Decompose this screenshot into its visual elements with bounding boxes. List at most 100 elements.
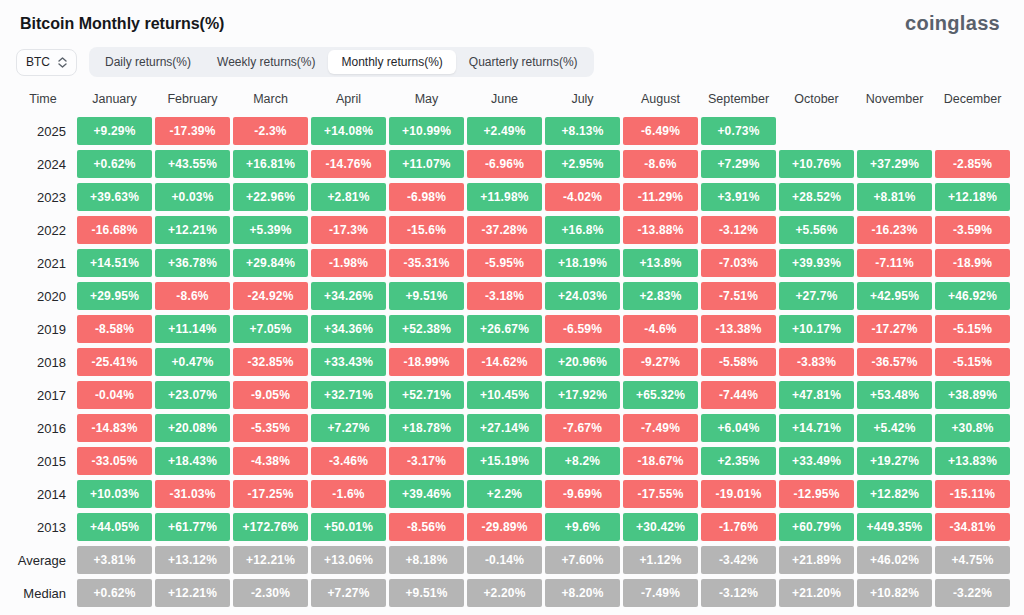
return-cell: -2.30% — [233, 579, 308, 607]
return-cell: +14.51% — [77, 249, 152, 277]
return-cell: +8.20% — [545, 579, 620, 607]
return-cell: +29.95% — [77, 282, 152, 310]
return-cell: -15.6% — [389, 216, 464, 244]
year-row-label: 2018 — [12, 348, 74, 376]
year-row-label: 2021 — [12, 249, 74, 277]
return-cell: +13.8% — [623, 249, 698, 277]
return-cell: -17.39% — [155, 117, 230, 145]
return-cell: +0.03% — [155, 183, 230, 211]
return-cell: -25.41% — [77, 348, 152, 376]
return-cell: -7.11% — [857, 249, 932, 277]
return-cell: +30.8% — [935, 414, 1010, 442]
return-cell: +65.32% — [623, 381, 698, 409]
return-cell: -1.98% — [311, 249, 386, 277]
return-cell: -13.88% — [623, 216, 698, 244]
return-cell: -12.95% — [779, 480, 854, 508]
return-cell: -6.49% — [623, 117, 698, 145]
year-row-label: 2016 — [12, 414, 74, 442]
return-cell: -4.02% — [545, 183, 620, 211]
return-cell: -11.29% — [623, 183, 698, 211]
return-cell: -0.04% — [77, 381, 152, 409]
return-cell: +22.96% — [233, 183, 308, 211]
year-row-label: 2020 — [12, 282, 74, 310]
return-cell: +12.21% — [155, 579, 230, 607]
return-cell: +10.17% — [779, 315, 854, 343]
col-header-month: April — [311, 85, 386, 112]
return-cell: +9.6% — [545, 513, 620, 541]
return-cell: +2.81% — [311, 183, 386, 211]
year-row-label: 2025 — [12, 117, 74, 145]
return-cell: +39.46% — [389, 480, 464, 508]
year-row-label: 2014 — [12, 480, 74, 508]
return-cell: -6.96% — [467, 150, 542, 178]
return-cell: +11.98% — [467, 183, 542, 211]
return-cell: -24.92% — [233, 282, 308, 310]
return-cell: +39.63% — [77, 183, 152, 211]
return-cell: -3.83% — [779, 348, 854, 376]
empty-cell — [857, 117, 932, 145]
return-cell: +2.49% — [467, 117, 542, 145]
return-cell: +26.67% — [467, 315, 542, 343]
col-header-month: March — [233, 85, 308, 112]
return-cell: +4.75% — [935, 546, 1010, 574]
coin-selector-value: BTC — [26, 55, 50, 69]
return-cell: +10.03% — [77, 480, 152, 508]
return-cell: +13.12% — [155, 546, 230, 574]
return-cell: +18.43% — [155, 447, 230, 475]
year-row-label: 2017 — [12, 381, 74, 409]
return-cell: -33.05% — [77, 447, 152, 475]
return-cell: +2.83% — [623, 282, 698, 310]
return-cell: +27.7% — [779, 282, 854, 310]
return-cell: +21.20% — [779, 579, 854, 607]
tab-weekly[interactable]: Weekly returns(%) — [204, 50, 328, 74]
return-cell: +13.83% — [935, 447, 1010, 475]
return-cell: -15.11% — [935, 480, 1010, 508]
tab-daily[interactable]: Daily returns(%) — [92, 50, 204, 74]
return-cell: -14.62% — [467, 348, 542, 376]
return-cell: +9.51% — [389, 579, 464, 607]
return-cell: +0.73% — [701, 117, 776, 145]
return-cell: +32.71% — [311, 381, 386, 409]
return-cell: +3.91% — [701, 183, 776, 211]
return-cell: +1.12% — [623, 546, 698, 574]
tab-quarterly[interactable]: Quarterly returns(%) — [456, 50, 591, 74]
return-cell: +2.95% — [545, 150, 620, 178]
return-cell: +16.81% — [233, 150, 308, 178]
return-cell: -5.58% — [701, 348, 776, 376]
coin-selector-dropdown[interactable]: BTC — [16, 49, 77, 76]
return-cell: +11.07% — [389, 150, 464, 178]
return-cell: +12.18% — [935, 183, 1010, 211]
return-cell: -3.18% — [467, 282, 542, 310]
return-cell: -1.76% — [701, 513, 776, 541]
return-cell: +34.36% — [311, 315, 386, 343]
return-cell: -36.57% — [857, 348, 932, 376]
return-cell: -29.89% — [467, 513, 542, 541]
col-header-month: October — [779, 85, 854, 112]
return-cell: -32.85% — [233, 348, 308, 376]
tab-monthly[interactable]: Monthly returns(%) — [328, 50, 455, 74]
return-cell: +14.08% — [311, 117, 386, 145]
return-cell: -3.17% — [389, 447, 464, 475]
return-cell: +12.21% — [155, 216, 230, 244]
chevron-up-down-icon — [58, 57, 67, 68]
year-row-label: 2024 — [12, 150, 74, 178]
return-cell: -31.03% — [155, 480, 230, 508]
return-cell: -9.69% — [545, 480, 620, 508]
return-cell: -16.23% — [857, 216, 932, 244]
return-cell: -18.9% — [935, 249, 1010, 277]
empty-cell — [935, 117, 1010, 145]
return-cell: +9.51% — [389, 282, 464, 310]
return-cell: -3.12% — [701, 216, 776, 244]
return-cell: -4.38% — [233, 447, 308, 475]
return-cell: +9.29% — [77, 117, 152, 145]
return-cell: +2.35% — [701, 447, 776, 475]
return-cell: +2.2% — [467, 480, 542, 508]
return-cell: -7.03% — [701, 249, 776, 277]
return-cell: +2.20% — [467, 579, 542, 607]
return-cell: -7.51% — [701, 282, 776, 310]
return-cell: -5.15% — [935, 315, 1010, 343]
col-header-month: July — [545, 85, 620, 112]
return-cell: -37.28% — [467, 216, 542, 244]
returns-tab-group: Daily returns(%)Weekly returns(%)Monthly… — [89, 47, 594, 77]
return-cell: -9.27% — [623, 348, 698, 376]
